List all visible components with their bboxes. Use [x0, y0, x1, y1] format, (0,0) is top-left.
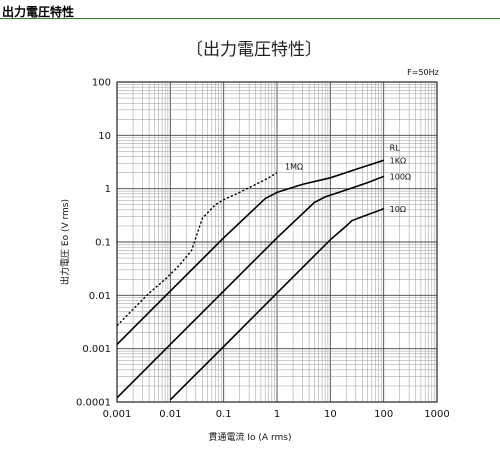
- series-line-10ohm: [169, 208, 384, 401]
- x-tick-label: 10: [324, 409, 337, 420]
- page-header: 出力電圧特性: [0, 0, 500, 20]
- y-axis-label: 出力電圧 Eo (V rms): [59, 199, 71, 285]
- x-tick-label: 0.001: [103, 409, 132, 420]
- legend-header: RL: [390, 143, 401, 152]
- plot-grid: [116, 82, 437, 403]
- x-axis-label: 貫通電流 Io (A rms): [209, 431, 292, 443]
- series-line-100ohm: [116, 175, 384, 399]
- series-label-1kohm: 1KΩ: [390, 156, 406, 165]
- x-tick-labels: 0.001 0.01 0.1 1 10 100 1000: [103, 409, 450, 420]
- y-tick-label: 0.1: [95, 238, 111, 249]
- y-tick-label: 0.0001: [76, 398, 111, 409]
- page-header-title: 出力電圧特性: [2, 5, 75, 19]
- x-tick-label: 1: [274, 409, 280, 420]
- x-tick-label: 0.1: [216, 409, 232, 420]
- y-tick-label: 10: [98, 131, 111, 142]
- series-lines: [116, 159, 384, 401]
- frequency-annotation: F=50Hz: [407, 68, 439, 77]
- header-divider: [0, 18, 500, 19]
- y-tick-label: 100: [92, 78, 111, 89]
- series-line-1kohm: [116, 159, 384, 345]
- series-label-100ohm: 100Ω: [390, 172, 411, 181]
- y-tick-label: 0.001: [82, 344, 111, 355]
- series-labels: 1MΩ 1KΩ 100Ω 10Ω RL: [285, 143, 411, 213]
- x-tick-label: 0.01: [159, 409, 181, 420]
- y-tick-labels: 100 10 1 0.1 0.01 0.001 0.0001: [76, 78, 111, 409]
- chart-title: 〔出力電圧特性〕: [186, 40, 322, 60]
- series-line-1mohm: [116, 172, 278, 327]
- plot-frame: [116, 81, 438, 403]
- x-tick-label: 100: [374, 409, 393, 420]
- y-tick-label: 0.01: [89, 291, 111, 302]
- series-label-1mohm: 1MΩ: [285, 163, 303, 172]
- x-tick-label: 1000: [424, 409, 449, 420]
- series-label-10ohm: 10Ω: [390, 205, 406, 214]
- y-tick-label: 1: [105, 184, 111, 195]
